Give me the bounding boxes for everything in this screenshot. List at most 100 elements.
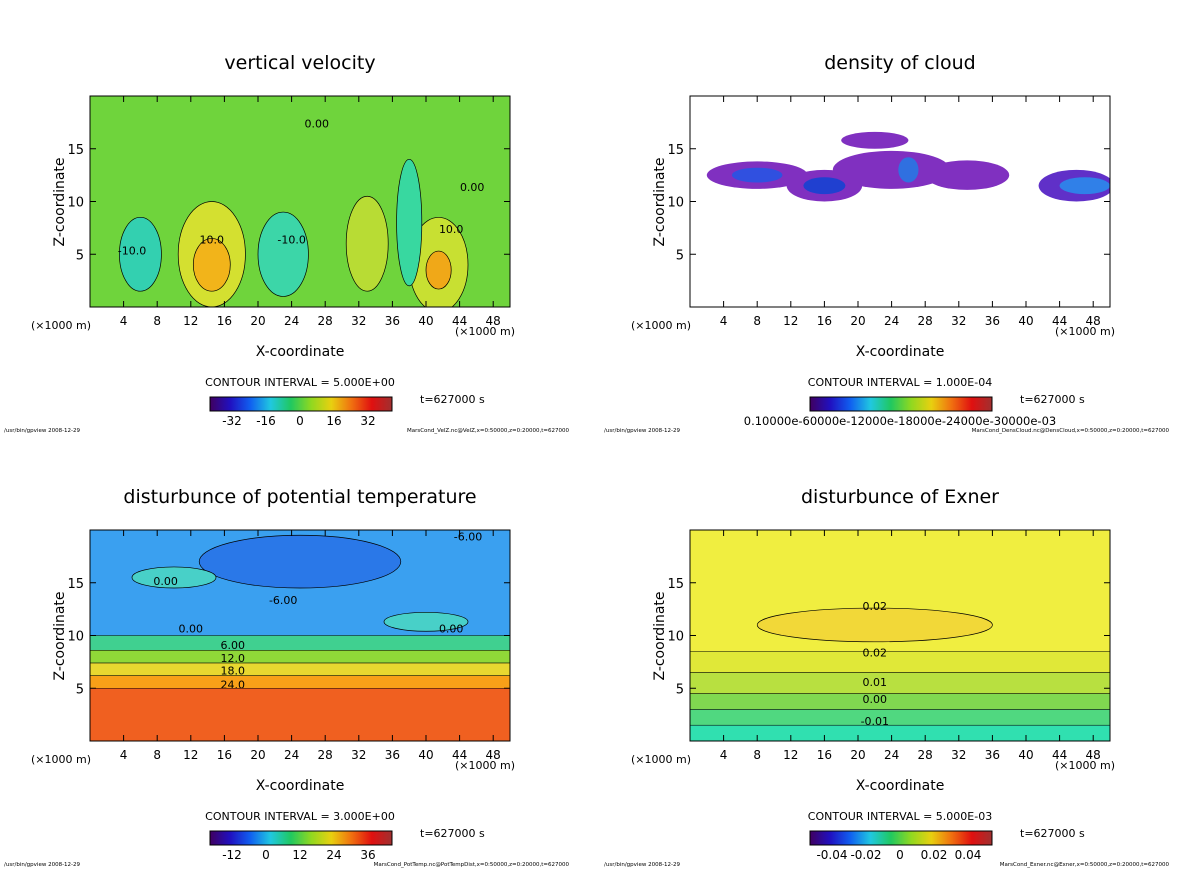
x-tick-label: 4: [720, 314, 728, 328]
chart-title: density of cloud: [824, 52, 976, 74]
x-tick-label: 8: [753, 314, 761, 328]
contour-label: 0.00: [305, 118, 330, 131]
plot-field: [90, 530, 510, 741]
x-tick-label: 20: [850, 314, 865, 328]
colorbar: [209, 830, 393, 846]
colorbar-tick-label: 24: [326, 848, 341, 862]
contour-label: 0.00: [863, 693, 888, 706]
x-tick-label: 28: [918, 314, 933, 328]
field-background: [690, 96, 1110, 307]
x-axis-label: X-coordinate: [256, 778, 345, 794]
colorbar-tick-label: -32: [222, 414, 242, 428]
colorbar-tick-label: 0: [296, 414, 304, 428]
footer-left: /usr/bin/gpview 2008-12-29: [4, 428, 81, 434]
x-tick-label: 16: [817, 314, 832, 328]
footer-left: /usr/bin/gpview 2008-12-29: [604, 862, 681, 868]
field-region: [841, 131, 909, 149]
field-region: [732, 167, 783, 183]
x-tick-label: 36: [385, 748, 400, 762]
y-axis-label: Z-coordinate: [52, 591, 68, 680]
x-unit-right: (×1000 m): [1055, 759, 1115, 772]
colorbar-tick-label: 0.10000e-60000e-12000e-18000e-24000e-300…: [744, 414, 1056, 428]
field-region: [198, 534, 402, 589]
x-unit-left: (×1000 m): [631, 319, 691, 332]
field-region: [925, 160, 1010, 190]
colorbar-tick-label: -12: [222, 848, 242, 862]
time-label: t=627000 s: [420, 827, 485, 840]
x-tick-label: 36: [985, 748, 1000, 762]
contour-label: 6.00: [221, 639, 246, 652]
footer-left: /usr/bin/gpview 2008-12-29: [604, 428, 681, 434]
x-tick-label: 28: [918, 748, 933, 762]
field-region: [383, 611, 469, 632]
panel-vertical-velocity: vertical velocity -10.0 10.0 -10.0 10.0 0.00 0…: [0, 0, 600, 434]
y-tick-label: 5: [76, 248, 84, 263]
contour-label: 0.00: [460, 181, 485, 194]
y-tick-label: 15: [67, 143, 84, 158]
contour-label: 0.00: [439, 622, 464, 635]
chart-title: disturbunce of potential temperature: [123, 486, 476, 508]
contour-label: -10.0: [118, 244, 146, 257]
x-tick-label: 40: [1018, 314, 1033, 328]
x-tick-label: 32: [351, 314, 366, 328]
y-tick-label: 15: [667, 143, 684, 158]
field-region: [257, 211, 309, 297]
colorbar-tick-label: 0.04: [955, 848, 982, 862]
x-tick-label: 36: [985, 314, 1000, 328]
x-tick-label: 20: [250, 748, 265, 762]
colorbar-tick-label: 32: [360, 414, 375, 428]
x-tick-label: 40: [1018, 748, 1033, 762]
x-axis-label: X-coordinate: [856, 778, 945, 794]
x-tick-label: 12: [783, 314, 798, 328]
x-unit-right: (×1000 m): [455, 759, 515, 772]
x-tick-label: 28: [318, 314, 333, 328]
field-band: [690, 651, 1110, 673]
x-unit-left: (×1000 m): [31, 319, 91, 332]
y-tick-label: 5: [676, 682, 684, 697]
contour-label: 12.0: [221, 652, 246, 665]
field-band: [90, 688, 510, 741]
x-tick-label: 36: [385, 314, 400, 328]
field-band: [690, 709, 1110, 726]
x-tick-label: 28: [318, 748, 333, 762]
field-band: [690, 672, 1110, 694]
x-tick-label: 24: [284, 314, 299, 328]
y-tick-label: 5: [676, 248, 684, 263]
contour-label: 0.00: [153, 575, 178, 588]
field-band: [90, 635, 510, 651]
colorbar: [809, 830, 993, 846]
y-tick-label: 10: [67, 630, 84, 645]
contour-interval: CONTOUR INTERVAL = 3.000E+00: [205, 810, 395, 823]
x-tick-label: 4: [120, 314, 128, 328]
contour-interval: CONTOUR INTERVAL = 5.000E+00: [205, 376, 395, 389]
x-tick-label: 32: [951, 748, 966, 762]
field-region: [898, 157, 919, 183]
field-region: [832, 150, 951, 189]
colorbar-tick-label: -16: [256, 414, 276, 428]
y-tick-label: 5: [76, 682, 84, 697]
footer-right: MarsCond_PotTemp.nc@PotTempDist,x=0:5000…: [374, 862, 570, 868]
x-tick-label: 4: [720, 748, 728, 762]
x-unit-left: (×1000 m): [631, 753, 691, 766]
x-unit-right: (×1000 m): [1055, 325, 1115, 338]
chart-title: vertical velocity: [224, 52, 375, 74]
x-tick-label: 40: [418, 314, 433, 328]
x-tick-label: 44: [452, 748, 467, 762]
colorbar-tick-label: 36: [360, 848, 375, 862]
contour-label: 18.0: [221, 665, 246, 678]
colorbar: [209, 396, 393, 412]
colorbar: [809, 396, 993, 412]
x-tick-label: 44: [1052, 748, 1067, 762]
colorbar-tick-label: 0: [896, 848, 904, 862]
chart-svg: vertical velocity -10.0 10.0 -10.0 10.0 0.00 0…: [4, 52, 569, 434]
x-tick-label: 24: [284, 748, 299, 762]
contour-interval: CONTOUR INTERVAL = 5.000E-03: [808, 810, 992, 823]
time-label: t=627000 s: [1020, 393, 1085, 406]
x-tick-label: 44: [1052, 314, 1067, 328]
x-tick-label: 40: [418, 748, 433, 762]
panel-density-of-cloud: density of cloud 4 8 12 16 20 24 28 32 36 40 44 48 5 1…: [600, 0, 1200, 434]
colorbar-tick-label: 0: [262, 848, 270, 862]
field-region: [192, 238, 231, 292]
plot-field: [690, 530, 1110, 741]
